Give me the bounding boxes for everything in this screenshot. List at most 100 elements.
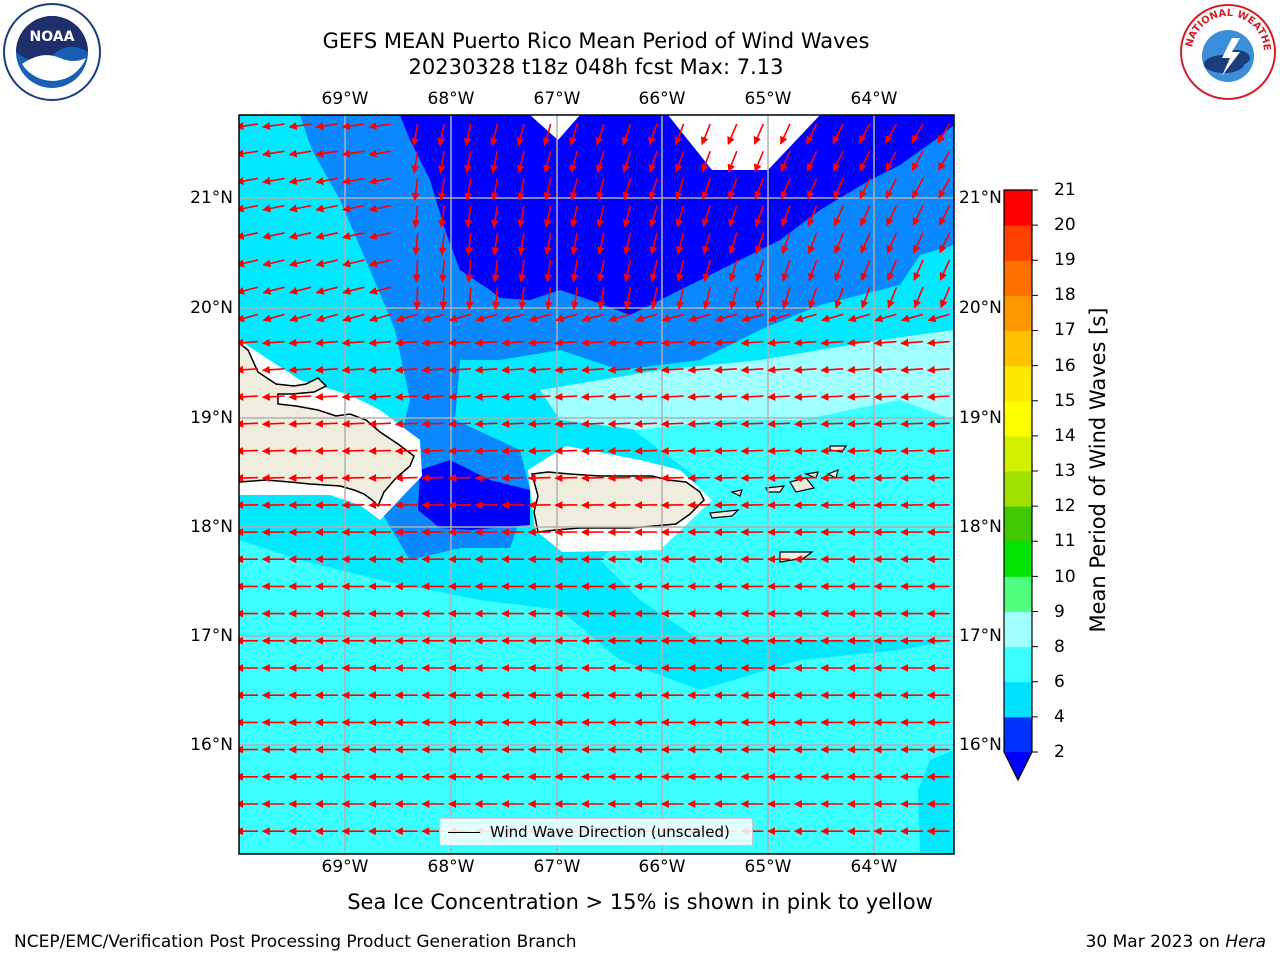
wind-wave-arrow [581, 365, 604, 374]
wind-wave-arrow [820, 392, 844, 401]
wind-wave-arrow [674, 150, 685, 173]
wind-wave-arrow [806, 123, 818, 145]
wind-wave-arrow [740, 474, 764, 483]
wind-wave-arrow [714, 446, 737, 455]
wind-wave-arrow [543, 205, 552, 228]
wind-wave-arrow [581, 446, 604, 455]
wind-wave-arrow [527, 474, 551, 483]
wind-wave-arrow [411, 123, 419, 147]
wind-wave-arrow [474, 446, 498, 455]
wind-wave-arrow [475, 313, 498, 323]
wind-wave-arrow [315, 338, 338, 347]
wind-wave-arrow [288, 446, 312, 455]
wind-wave-arrow [886, 232, 898, 254]
wind-wave-arrow [554, 419, 578, 428]
wind-wave-arrow [820, 474, 844, 483]
wind-wave-arrow [847, 474, 870, 483]
wind-wave-arrow [833, 205, 844, 227]
wind-wave-arrow [555, 313, 578, 323]
wind-wave-arrow [938, 178, 951, 199]
wind-wave-arrow [368, 419, 392, 428]
wind-wave-arrow [289, 313, 312, 323]
wind-wave-arrow [912, 232, 924, 254]
wind-wave-arrow [315, 259, 338, 268]
colorbar-tick-label: 10 [1054, 567, 1076, 587]
colorbar-segment [1004, 576, 1032, 612]
wind-wave-arrow [807, 178, 818, 200]
colorbar-tick-label: 16 [1054, 356, 1076, 376]
wind-wave-arrow [779, 123, 791, 145]
wind-wave-arrow [288, 232, 312, 240]
colorbar-under-extension [1004, 752, 1032, 780]
wind-wave-arrow [448, 313, 472, 323]
wind-wave-arrow [569, 150, 578, 174]
wind-wave-arrow [474, 338, 498, 347]
wind-wave-arrow [740, 365, 764, 374]
wind-wave-arrow [780, 178, 791, 200]
wind-wave-arrow [315, 446, 338, 455]
wind-wave-arrow [688, 313, 711, 323]
wind-wave-arrow [581, 419, 604, 428]
wave-period-field-8-9 [540, 330, 954, 430]
wind-wave-arrow [262, 149, 285, 158]
wind-wave-arrow [368, 177, 392, 185]
wind-wave-arrow [490, 178, 499, 201]
lat-label-left: 18°N [190, 517, 233, 537]
wind-wave-arrow [900, 338, 924, 347]
wind-wave-arrow [288, 177, 312, 185]
wind-wave-arrow [438, 205, 447, 229]
wind-wave-arrow [474, 419, 498, 428]
wind-wave-arrow [569, 123, 578, 146]
wind-wave-arrow [727, 178, 738, 200]
wind-wave-arrow [543, 151, 552, 174]
lon-label-top: 65°W [744, 89, 792, 109]
wind-wave-arrow [341, 392, 365, 401]
wind-wave-arrow [847, 365, 870, 374]
wind-wave-arrow [262, 122, 285, 131]
lon-label-bottom: 69°W [321, 857, 369, 877]
wind-wave-arrow [411, 178, 420, 202]
wind-wave-arrow [755, 259, 765, 282]
wind-wave-arrow [288, 392, 312, 401]
wind-wave-arrow [687, 474, 711, 483]
wind-wave-arrow [501, 392, 525, 401]
wind-wave-arrow [394, 338, 418, 347]
wind-wave-arrow [448, 365, 471, 374]
colorbar-segment [1004, 190, 1032, 226]
lat-label-right: 20°N [959, 298, 1002, 318]
wind-wave-arrow [570, 259, 579, 283]
wind-wave-arrow [341, 474, 365, 483]
wind-wave-arrow [649, 259, 658, 283]
lat-label-left: 16°N [190, 735, 233, 755]
wind-wave-arrow [341, 419, 365, 428]
wind-wave-arrow [793, 474, 817, 483]
wind-wave-arrow [554, 392, 578, 401]
lon-label-top: 67°W [533, 89, 581, 109]
wind-wave-arrow [288, 365, 312, 374]
wind-wave-arrow [676, 287, 685, 310]
wind-wave-arrow [261, 392, 285, 401]
colorbar-segment [1004, 646, 1032, 683]
land-virgin-islands [709, 445, 848, 563]
wind-wave-arrow [544, 259, 553, 283]
wind-wave-arrow [926, 392, 950, 401]
chart-title: GEFS MEAN Puerto Rico Mean Period of Win… [322, 29, 870, 53]
wind-wave-arrow [412, 205, 420, 229]
wind-wave-arrow [544, 232, 552, 256]
wind-wave-arrow [780, 150, 791, 173]
wind-wave-arrow [753, 150, 765, 173]
wind-wave-arrow [581, 313, 605, 323]
wind-wave-arrow [740, 419, 764, 428]
wind-wave-arrow [315, 365, 338, 374]
colorbar-segment [1004, 506, 1032, 542]
wind-wave-direction-arrows [239, 122, 951, 836]
wind-wave-arrow [315, 149, 338, 158]
colorbar-tick-label: 14 [1054, 426, 1076, 446]
wind-wave-arrow [885, 150, 898, 172]
wind-wave-arrow [913, 259, 924, 281]
wind-wave-arrow [368, 338, 392, 347]
wind-wave-arrow [912, 178, 924, 199]
wind-wave-arrow [315, 204, 338, 213]
wind-wave-arrow [421, 365, 445, 374]
